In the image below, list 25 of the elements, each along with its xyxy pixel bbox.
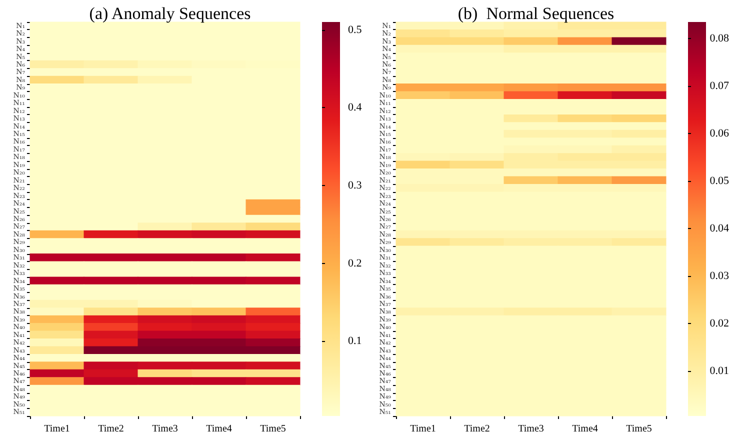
color-bar-label: 0.08 — [710, 32, 730, 45]
color-bar-label: 0.03 — [710, 270, 730, 282]
x-tick-label: Time2 — [98, 424, 124, 434]
chart-title: (a) Anomaly Sequences — [89, 4, 251, 23]
color-bar-label: 0.07 — [710, 80, 730, 92]
x-tick-label: Time3 — [152, 424, 178, 434]
x-tick-label: Time4 — [572, 424, 598, 434]
color-bar-label: 0.2 — [348, 257, 362, 270]
color-bar-label: 0.4 — [348, 102, 362, 114]
color-bar-label: 0.05 — [710, 175, 730, 188]
color-bar-label: 0.04 — [710, 222, 730, 234]
x-tick-label: Time5 — [626, 424, 652, 434]
color-bar-label: 0.5 — [348, 24, 362, 36]
color-bar-label: 0.06 — [710, 128, 730, 140]
x-tick-label: Time5 — [260, 424, 286, 434]
chart-title: (b) Normal Sequences — [458, 4, 614, 23]
x-tick-label: Time1 — [410, 424, 436, 434]
x-tick-label: Time1 — [44, 424, 70, 434]
color-bar-label: 0.3 — [348, 180, 362, 192]
x-tick-label: Time2 — [464, 424, 490, 434]
color-bar-label: 0.1 — [348, 335, 362, 348]
color-bar-label: 0.01 — [710, 364, 729, 377]
x-tick-label: Time4 — [206, 424, 232, 434]
x-tick-label: Time3 — [518, 424, 544, 434]
color-bar-label: 0.02 — [710, 317, 729, 330]
